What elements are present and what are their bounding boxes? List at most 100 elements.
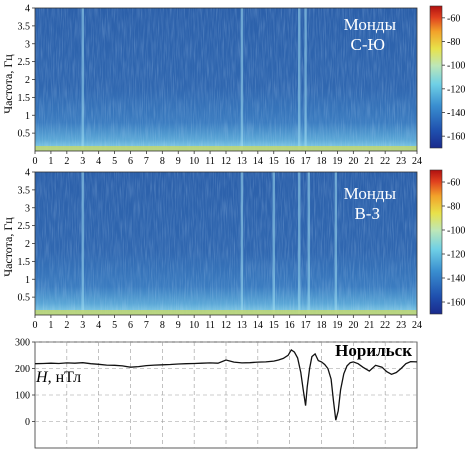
colorbar-tick-label-3: -120	[447, 84, 465, 95]
ytick-label-7: 4	[25, 168, 30, 179]
colorbar-tick-label-5: -160	[447, 132, 465, 143]
magnetogram-ylabel-unit: , нТл	[48, 369, 82, 386]
xtick-label-17: 17	[301, 320, 311, 331]
station-2-component: В-З	[354, 204, 380, 223]
magnetogram-grid	[35, 341, 417, 448]
ytick-label-1: 1	[25, 275, 30, 286]
spectrogram-2-xticks: 0 1 2 3 4 5 6 7 8 9 10 11 12 13 14 15 16 17 18 19 20 21 22 23 24	[33, 315, 422, 331]
xtick-label-19: 19	[332, 156, 342, 167]
spectrogram-2-ylabel: Частота, Гц	[1, 217, 15, 277]
spectrogram-1-lowband	[35, 146, 417, 151]
xtick-label-20: 20	[348, 156, 358, 167]
magnetogram-ylabel-symbol: H	[35, 369, 49, 386]
colorbar-tick-label-1: -80	[447, 37, 460, 48]
xtick-label-0: 0	[33, 156, 38, 167]
spectrogram-1-ylabel: Частота, Гц	[1, 54, 15, 114]
xtick-label-14: 14	[253, 156, 263, 167]
xtick-label-11: 11	[205, 320, 215, 331]
burst-3	[298, 8, 301, 151]
spectrogram-2-yticks: 0.5 1 1.5 2 2.5 3 3.5 4	[18, 168, 35, 304]
xtick-label-3: 3	[80, 156, 85, 167]
ytick-label-1: 100	[15, 391, 30, 402]
ytick-label-0: 0	[25, 417, 30, 428]
xtick-label-11: 11	[205, 156, 215, 167]
station-2-name: Монды	[344, 184, 397, 203]
colorbar-tick-label-0: -60	[447, 178, 460, 189]
colorbar-1-ticks: -60 -80 -100 -120 -140 -160	[442, 13, 465, 143]
xtick-label-5: 5	[112, 156, 117, 167]
xtick-label-8: 8	[160, 156, 165, 167]
ytick-label-1: 1	[25, 111, 30, 122]
station-1-name: Монды	[344, 15, 397, 34]
burst-1	[81, 8, 84, 151]
ytick-label-6: 3.5	[18, 185, 31, 196]
xtick-label-22: 22	[380, 320, 390, 331]
xtick-label-22: 22	[380, 156, 390, 167]
colorbar-tick-label-5: -160	[447, 298, 465, 309]
xtick-label-2: 2	[64, 320, 69, 331]
colorbar-2-ticks: -60 -80 -100 -120 -140 -160	[442, 178, 465, 309]
burst-6	[334, 172, 338, 315]
xtick-label-1: 1	[48, 320, 53, 331]
xtick-label-16: 16	[285, 320, 295, 331]
colorbar-1	[429, 5, 443, 149]
ytick-label-2: 200	[15, 364, 30, 375]
magnetogram-yticks: 0 100 200 300	[15, 338, 35, 428]
ytick-label-5: 3	[25, 39, 30, 50]
xtick-label-23: 23	[396, 320, 406, 331]
ytick-label-2: 1.5	[18, 93, 31, 104]
xtick-label-1: 1	[48, 156, 53, 167]
colorbar-tick-label-1: -80	[447, 202, 460, 213]
spectrogram-2-texture	[35, 172, 417, 315]
xtick-label-0: 0	[33, 320, 38, 331]
spectrogram-1-bursts	[81, 8, 307, 151]
spectrogram-panel-1: Монды С-Ю 0.511.522.533.54 0 1 2 3 4 5 6 7 8 9 10 1…	[1, 4, 465, 168]
xtick-label-19: 19	[332, 320, 342, 331]
xtick-label-10: 10	[189, 156, 199, 167]
xtick-label-7: 7	[144, 156, 149, 167]
xtick-label-16: 16	[285, 156, 295, 167]
ytick-label-0: 0.5	[18, 129, 31, 140]
xtick-label-5: 5	[112, 320, 117, 331]
xtick-label-18: 18	[317, 156, 327, 167]
xtick-label-18: 18	[317, 320, 327, 331]
ytick-label-2: 1.5	[18, 257, 31, 268]
xtick-label-17: 17	[301, 156, 311, 167]
spectrogram-1-texture	[35, 8, 417, 151]
colorbar-tick-label-2: -100	[447, 226, 465, 237]
colorbar-tick-label-4: -140	[447, 108, 465, 119]
ytick-label-3: 2	[25, 239, 30, 250]
ytick-label-3: 2	[25, 75, 30, 86]
xtick-label-14: 14	[253, 320, 263, 331]
xtick-label-6: 6	[128, 156, 133, 167]
xtick-label-13: 13	[237, 156, 247, 167]
xtick-label-4: 4	[96, 156, 101, 167]
magnetogram-ylabel: H, нТл	[35, 369, 81, 386]
colorbar-tick-label-2: -100	[447, 61, 465, 72]
spectrogram-2-lowband	[35, 310, 417, 315]
xtick-label-8: 8	[160, 320, 165, 331]
spectrogram-2-bursts	[81, 172, 338, 315]
burst-2	[240, 8, 244, 151]
xtick-label-3: 3	[80, 320, 85, 331]
ytick-label-6: 3.5	[18, 21, 31, 32]
burst-2	[240, 172, 244, 315]
xtick-label-21: 21	[364, 156, 374, 167]
colorbar-tick-label-0: -60	[447, 13, 460, 24]
burst-4	[304, 8, 307, 151]
xtick-label-7: 7	[144, 320, 149, 331]
xtick-label-10: 10	[189, 320, 199, 331]
xtick-label-12: 12	[221, 156, 231, 167]
xtick-label-24: 24	[412, 156, 422, 167]
colorbar-tick-label-4: -140	[447, 274, 465, 285]
xtick-label-20: 20	[348, 320, 358, 331]
magnetogram-panel: 0 100 200 300 H, нТл Норильск	[15, 338, 418, 449]
xtick-label-23: 23	[396, 156, 406, 167]
xtick-label-9: 9	[176, 156, 181, 167]
spectrogram-1-yticks: 0.5 1 1.5 2 2.5 3 3.5 4	[18, 4, 35, 140]
spectrogram-1-xticks: 0 1 2 3 4 5 6 7 8 9 10 11 12 13 14 15 16 17 18 19 20 21 22 23 24	[33, 151, 422, 167]
ytick-label-4: 2.5	[18, 221, 31, 232]
xtick-label-9: 9	[176, 320, 181, 331]
